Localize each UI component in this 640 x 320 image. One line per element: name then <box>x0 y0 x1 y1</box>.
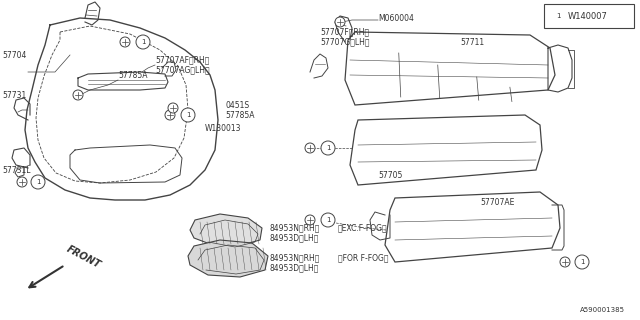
Circle shape <box>560 257 570 267</box>
Circle shape <box>168 103 178 113</box>
Text: 1: 1 <box>186 112 190 118</box>
Text: 57731L: 57731L <box>2 165 31 174</box>
Text: 57705: 57705 <box>378 171 403 180</box>
Text: 84953N〈RH〉: 84953N〈RH〉 <box>270 253 321 262</box>
Circle shape <box>305 215 315 225</box>
Text: 57707AE: 57707AE <box>480 197 515 206</box>
Text: 〈FOR F-FOG〉: 〈FOR F-FOG〉 <box>338 253 388 262</box>
Circle shape <box>181 108 195 122</box>
Text: 1: 1 <box>326 145 330 151</box>
Text: 57707G〈LH〉: 57707G〈LH〉 <box>320 37 369 46</box>
Circle shape <box>305 143 315 153</box>
Text: W140007: W140007 <box>568 12 608 20</box>
Text: 57707AF〈RH〉: 57707AF〈RH〉 <box>155 55 209 65</box>
Text: FRONT: FRONT <box>65 244 102 270</box>
Polygon shape <box>350 115 542 185</box>
Text: 1: 1 <box>36 179 40 185</box>
Circle shape <box>165 110 175 120</box>
Text: W130013: W130013 <box>205 124 241 132</box>
Text: 57731: 57731 <box>2 91 26 100</box>
Circle shape <box>335 17 345 27</box>
Text: 1: 1 <box>326 217 330 223</box>
Circle shape <box>120 37 130 47</box>
Text: 57707AG〈LH〉: 57707AG〈LH〉 <box>155 66 210 75</box>
Polygon shape <box>188 240 268 277</box>
Text: 84953D〈LH〉: 84953D〈LH〉 <box>270 234 319 243</box>
Polygon shape <box>345 32 555 105</box>
Text: 0451S: 0451S <box>225 100 249 109</box>
Circle shape <box>17 177 27 187</box>
Circle shape <box>575 255 589 269</box>
Text: 57785A: 57785A <box>225 110 255 119</box>
Text: 1: 1 <box>141 39 145 45</box>
Text: A590001385: A590001385 <box>580 307 625 313</box>
Text: 1: 1 <box>556 13 560 19</box>
Text: 1: 1 <box>580 259 584 265</box>
Polygon shape <box>190 214 262 246</box>
Text: 〈EXC.F-FOG〉: 〈EXC.F-FOG〉 <box>338 223 388 233</box>
FancyBboxPatch shape <box>544 4 634 28</box>
Circle shape <box>551 9 565 23</box>
Circle shape <box>136 35 150 49</box>
Text: 84953D〈LH〉: 84953D〈LH〉 <box>270 263 319 273</box>
Circle shape <box>73 90 83 100</box>
Text: 57707F〈RH〉: 57707F〈RH〉 <box>320 28 369 36</box>
Text: 57711: 57711 <box>460 37 484 46</box>
Circle shape <box>321 213 335 227</box>
Polygon shape <box>385 192 560 262</box>
Circle shape <box>31 175 45 189</box>
Text: 57704: 57704 <box>2 51 26 60</box>
Circle shape <box>321 141 335 155</box>
Text: 57785A: 57785A <box>118 70 147 79</box>
Text: 84953N〈RH〉: 84953N〈RH〉 <box>270 223 321 233</box>
Text: M060004: M060004 <box>378 13 414 22</box>
